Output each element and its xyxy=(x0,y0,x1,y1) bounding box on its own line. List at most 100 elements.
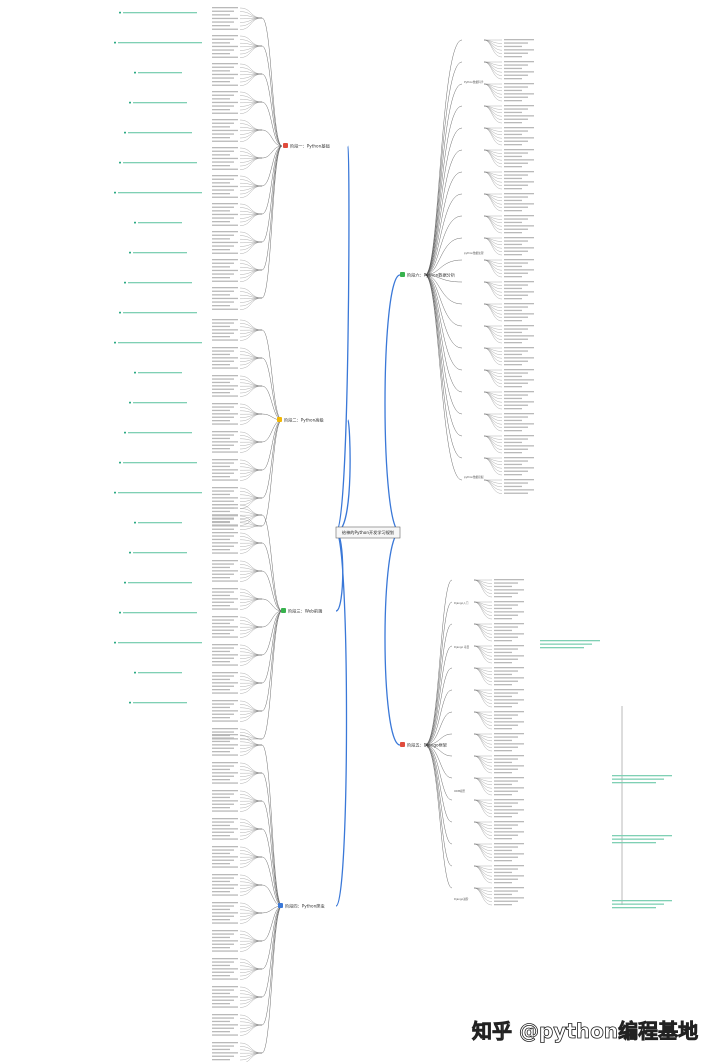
leaf-node xyxy=(212,339,238,341)
note-line xyxy=(133,552,187,554)
leaf-node xyxy=(494,887,524,889)
connector xyxy=(239,129,263,139)
topic-python-data-science: Python数据科学 xyxy=(464,80,484,84)
leaf-node xyxy=(212,451,238,453)
connector xyxy=(239,45,263,58)
leaf-node xyxy=(212,28,238,30)
connector xyxy=(483,193,503,205)
leaf-node xyxy=(212,105,234,107)
leaf-node xyxy=(212,849,234,851)
leaf-node xyxy=(212,570,238,572)
leaf-node xyxy=(494,702,518,704)
leaf-node xyxy=(212,10,234,12)
connector xyxy=(424,733,453,746)
leaf-node xyxy=(504,284,528,286)
branch-stage-4[interactable]: 阶段四：Python爬虫 xyxy=(278,903,325,910)
connector xyxy=(483,303,503,315)
leaf-node xyxy=(212,56,238,58)
leaf-node xyxy=(212,133,234,135)
leaf-node xyxy=(212,731,234,733)
leaf-node xyxy=(494,849,512,852)
leaf-node xyxy=(212,734,230,737)
connector xyxy=(424,744,453,779)
leaf-node xyxy=(212,552,238,554)
branch-stage-2[interactable]: 阶段二：Python高级 xyxy=(277,417,324,424)
leaf-node xyxy=(504,492,528,494)
leaf-node xyxy=(504,49,534,51)
leaf-node xyxy=(212,178,234,180)
leaf-node xyxy=(212,441,238,443)
connector xyxy=(473,579,493,598)
leaf-node xyxy=(212,73,238,76)
leaf-node xyxy=(212,332,234,334)
leaf-node xyxy=(504,177,522,180)
leaf-node xyxy=(212,357,238,359)
note-line xyxy=(138,672,182,674)
leaf-node xyxy=(212,129,238,132)
note-dot xyxy=(124,431,126,434)
leaf-node xyxy=(504,130,528,132)
leaf-node xyxy=(504,93,534,95)
leaf-node xyxy=(212,245,234,247)
connector xyxy=(239,1018,263,1026)
connector xyxy=(424,274,463,371)
leaf-node xyxy=(212,241,238,244)
leaf-node xyxy=(212,943,234,945)
connector xyxy=(424,274,463,415)
note-line xyxy=(128,432,192,434)
leaf-node xyxy=(212,221,230,223)
connector xyxy=(335,531,344,612)
leaf-node xyxy=(212,905,234,907)
connector xyxy=(239,129,263,142)
leaf-node xyxy=(494,717,512,720)
branch-stage-3[interactable]: 阶段三：Web前端 xyxy=(281,608,322,615)
leaf-node xyxy=(494,831,524,833)
connector xyxy=(239,564,263,572)
connector xyxy=(239,407,263,415)
leaf-node xyxy=(494,799,524,801)
leaf-node xyxy=(212,395,238,397)
leaf-node xyxy=(212,150,234,152)
leaf-node xyxy=(212,266,230,268)
leaf-node xyxy=(212,800,238,802)
branch-stage-5[interactable]: 阶段五：Django框架 xyxy=(400,742,447,749)
connector xyxy=(483,479,503,491)
branch-stage-3-label: 阶段三：Web前端 xyxy=(288,608,322,615)
connector xyxy=(239,491,263,499)
leaf-node xyxy=(212,859,234,861)
leaf-node xyxy=(504,338,528,340)
leaf-node xyxy=(212,406,234,408)
connector xyxy=(239,379,263,387)
connector xyxy=(424,215,463,276)
central-topic[interactable]: 给神的Python开发学习规划 xyxy=(335,526,401,539)
connector xyxy=(261,744,283,907)
leaf-node xyxy=(212,747,234,749)
note-dot xyxy=(119,11,121,14)
connector xyxy=(239,704,263,712)
connector xyxy=(239,626,263,638)
leaf-node xyxy=(212,685,234,687)
connector xyxy=(239,329,263,341)
connector xyxy=(261,800,283,907)
leaf-node xyxy=(504,218,528,220)
leaf-node xyxy=(212,542,238,544)
leaf-node xyxy=(212,381,230,384)
connector xyxy=(473,689,493,708)
leaf-node xyxy=(494,765,524,767)
leaf-node xyxy=(212,894,238,896)
leaf-node xyxy=(504,254,522,256)
branch-stage-6[interactable]: 阶段六：Python数据分析 xyxy=(400,272,455,279)
leaf-node xyxy=(504,174,528,176)
connector xyxy=(239,850,263,858)
connector xyxy=(239,682,263,694)
leaf-node xyxy=(494,821,524,823)
leaf-node xyxy=(504,56,522,58)
leaf-node xyxy=(212,49,234,51)
branch-stage-1[interactable]: 阶段一：Python基础 xyxy=(283,143,330,150)
leaf-node xyxy=(212,262,234,264)
connector xyxy=(424,274,463,437)
leaf-node xyxy=(504,115,534,117)
connector xyxy=(239,940,263,952)
connector xyxy=(483,237,503,249)
note-line xyxy=(123,612,197,614)
